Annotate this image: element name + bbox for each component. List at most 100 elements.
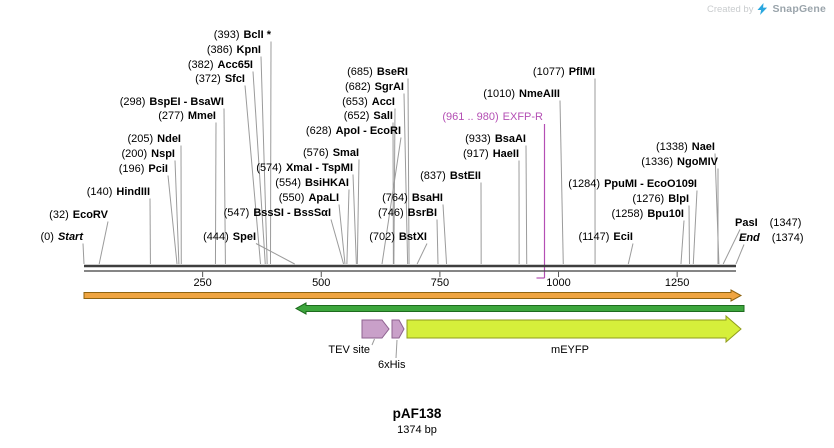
ruler-label: 500 [312, 277, 331, 289]
enzyme-label[interactable]: (682) SgrAI [345, 81, 404, 94]
site-name: Start [57, 231, 83, 243]
feature-label-tev-site[interactable]: TEV site [328, 344, 370, 356]
site-name: BseRI [376, 66, 408, 78]
feature-leader-line [371, 338, 375, 346]
site-name: PciI [148, 163, 168, 175]
feature-meyfp[interactable] [406, 314, 742, 344]
site-name: NmeAIII [519, 88, 560, 100]
site-name: PasI [735, 217, 758, 229]
leader-line [167, 175, 178, 265]
feature-reverse-arrow[interactable] [294, 302, 745, 315]
enzyme-label[interactable]: (917) HaeII [463, 148, 519, 161]
enzyme-label[interactable]: (1010) NmeAIII [483, 88, 560, 101]
site-position: (298) [119, 96, 146, 108]
site-name: HindIII [116, 186, 150, 198]
enzyme-label[interactable]: (200) NspI [121, 148, 175, 161]
leader-line [244, 85, 262, 265]
site-position: (682) [344, 81, 371, 93]
ruler-label: 1000 [546, 277, 571, 289]
enzyme-label[interactable]: (372) SfcI [195, 73, 245, 86]
enzyme-label[interactable]: (764) BsaHI [382, 192, 443, 205]
enzyme-label[interactable]: (1258) Bpu10I [612, 208, 684, 221]
enzyme-label[interactable]: (0) Start [40, 231, 83, 244]
enzyme-label[interactable]: (702) BstXI [369, 231, 427, 244]
leader-line [436, 219, 439, 265]
primer-range: (961 .. 980) [442, 111, 499, 123]
enzyme-label[interactable]: (386) KpnI [207, 44, 261, 57]
enzyme-label[interactable]: PasI (1347) [735, 217, 801, 230]
enzyme-label[interactable]: (653) AccI [342, 96, 395, 109]
site-name: SmaI [332, 147, 359, 159]
leader-line [356, 159, 360, 265]
site-name: SalI [373, 110, 393, 122]
enzyme-label[interactable]: (933) BsaAI [465, 133, 526, 146]
feature-his-tag[interactable] [391, 319, 405, 339]
enzyme-label[interactable]: (1147) EciI [578, 231, 633, 244]
feature-label-meyfp[interactable]: mEYFP [551, 344, 589, 356]
snapgene-logo-icon [757, 3, 768, 15]
enzyme-label[interactable]: (628) ApoI - EcoRI [306, 125, 401, 138]
leader-line [722, 229, 741, 265]
feature-label-his-tag[interactable]: 6xHis [378, 359, 406, 371]
leader-line [393, 108, 396, 265]
enzyme-label[interactable]: (393) BclI * [214, 29, 271, 42]
enzyme-label[interactable]: (205) NdeI [127, 133, 181, 146]
site-position: (1338) [655, 141, 688, 153]
enzyme-label[interactable]: (746) BsrBI [378, 207, 437, 220]
enzyme-label[interactable]: (444) SpeI [203, 231, 256, 244]
site-name: EcoRV [72, 209, 108, 221]
feature-tev-site[interactable] [361, 319, 390, 339]
site-position: (444) [203, 231, 229, 243]
site-position: (1347) [769, 217, 802, 229]
enzyme-label[interactable]: (277) MmeI [158, 110, 216, 123]
site-position: (547) [223, 207, 250, 219]
leader-line [352, 174, 357, 265]
ruler-label: 1250 [664, 277, 690, 289]
enzyme-label[interactable]: (576) SmaI [303, 147, 359, 160]
enzyme-label[interactable]: (1338) NaeI [656, 141, 715, 154]
map-title: pAF138 [392, 406, 442, 421]
leader-line [714, 153, 720, 265]
primer-label[interactable]: (961 .. 980) EXFP-R [442, 111, 543, 124]
site-position: (386) [206, 44, 233, 56]
enzyme-label[interactable]: (574) XmaI - TspMI [256, 162, 353, 175]
site-position: (1147) [578, 231, 610, 243]
enzyme-label[interactable]: (382) Acc65I [188, 59, 253, 72]
enzyme-label[interactable]: (196) PciI [119, 163, 168, 176]
feature-span-arrow[interactable] [83, 289, 743, 302]
leader-line [442, 204, 448, 265]
enzyme-label[interactable]: (298) BspEI - BsaWI [120, 96, 224, 109]
leader-line [214, 122, 217, 265]
leader-line [255, 243, 295, 265]
site-position: (1336) [641, 156, 674, 168]
site-name: BspEI - BsaWI [149, 96, 224, 108]
site-name: BlpI [668, 193, 689, 205]
enzyme-label[interactable]: (140) HindIII [87, 186, 150, 199]
watermark-brand: SnapGene [772, 3, 826, 15]
enzyme-label[interactable]: (685) BseRI [347, 66, 408, 79]
enzyme-label[interactable]: End (1374) [739, 232, 804, 245]
enzyme-label[interactable]: (1284) PpuMI - EcoO109I [568, 178, 697, 191]
ruler-label: 250 [193, 277, 212, 289]
feature-leader-line [395, 339, 398, 359]
site-name: ApoI - EcoRI [335, 125, 401, 137]
site-name: BssSI - BssSαI [253, 207, 331, 219]
enzyme-label[interactable]: (550) ApaLI [279, 192, 339, 205]
enzyme-label[interactable]: (1336) NgoMIV [641, 156, 718, 169]
site-name: PpuMI - EcoO109I [604, 178, 697, 190]
site-name: NaeI [691, 141, 715, 153]
site-name: End [739, 232, 760, 244]
site-position: (628) [305, 125, 332, 137]
enzyme-label[interactable]: (554) BsiHKAI [275, 177, 349, 190]
enzyme-label[interactable]: (652) SalI [344, 110, 393, 123]
leader-line [98, 221, 109, 265]
leader-line [269, 41, 272, 265]
enzyme-label[interactable]: (1077) PflMI [533, 66, 595, 79]
enzyme-label[interactable]: (1276) BlpI [632, 193, 689, 206]
enzyme-label[interactable]: (32) EcoRV [49, 209, 108, 222]
enzyme-label[interactable]: (837) BstEII [420, 170, 481, 183]
enzyme-label[interactable]: (547) BssSI - BssSαI [224, 207, 331, 220]
leader-line [559, 100, 564, 265]
snapgene-watermark: Created by SnapGene [707, 3, 826, 15]
